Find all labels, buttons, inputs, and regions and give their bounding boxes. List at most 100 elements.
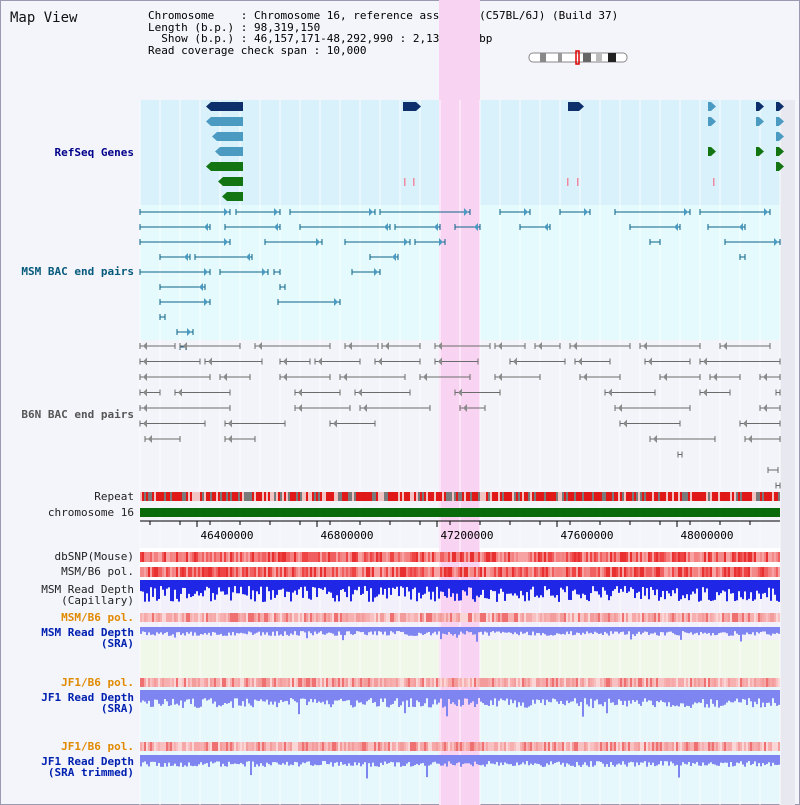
dbsnp-cell [164, 552, 166, 562]
msm-capillary-depth-bar [168, 580, 170, 588]
track-label-chromosome[interactable]: chromosome 16 [47, 506, 134, 519]
dbsnp-cell [192, 552, 194, 562]
msm-b6-pol-cell [302, 567, 304, 577]
jf1-b6-pol-cell [334, 678, 336, 687]
jf1-trimmed-depth-bar [634, 755, 636, 767]
repeat-segment [542, 492, 544, 501]
track-label-jf1-read-depth-sra-trimmed[interactable]: JF1 Read Depth (SRA trimmed) [41, 755, 134, 779]
jf1-trimmed-depth-bar [146, 755, 148, 765]
msm-b6-pol2-cell [688, 613, 690, 622]
repeat-segment [572, 492, 574, 501]
jf1-sra-depth-bar [600, 690, 602, 705]
msm-b6-pol2-cell [764, 613, 766, 622]
jf1-b6-pol2-cell [314, 742, 316, 751]
repeat-segment [388, 492, 390, 501]
track-label-refseq-genes[interactable]: RefSeq Genes [54, 146, 134, 159]
msm-capillary-depth-bar [436, 580, 438, 587]
msm-b6-pol2-cell [382, 613, 384, 622]
msm-capillary-depth-bar [546, 580, 548, 591]
track-label-dbsnp[interactable]: dbSNP(Mouse) [54, 550, 134, 563]
repeat-segment [202, 492, 204, 501]
jf1-b6-pol2-cell [186, 742, 188, 751]
jf1-sra-depth-bar [640, 690, 642, 706]
msm-b6-pol2-cell [770, 613, 772, 622]
track-label-msm-b6-pol-2[interactable]: MSM/B6 pol. [61, 611, 134, 624]
jf1-trimmed-depth-bar [350, 755, 352, 766]
jf1-trimmed-depth-bar [250, 755, 252, 776]
track-label-jf1-b6-pol-2[interactable]: JF1/B6 pol. [61, 740, 134, 753]
track-label-msm-bac-end-pairs[interactable]: MSM BAC end pairs [21, 265, 134, 278]
jf1-sra-depth-bar [606, 690, 608, 714]
track-label-repeat[interactable]: Repeat [94, 490, 134, 503]
repeat-segment [762, 492, 764, 501]
jf1-b6-pol2-cell [462, 742, 464, 751]
msm-sra-depth-bar [152, 627, 154, 635]
msm-sra-depth-bar [692, 627, 694, 635]
msm-b6-pol2-cell [630, 613, 632, 622]
jf1-b6-pol-cell [636, 678, 638, 687]
msm-b6-pol-cell [644, 567, 646, 577]
msm-b6-pol-cell [324, 567, 326, 577]
track-label-b6n-bac-end-pairs[interactable]: B6N BAC end pairs [21, 408, 134, 421]
refseq-gene [776, 147, 784, 156]
jf1-b6-pol2-cell [770, 742, 772, 751]
chromosome-ideogram[interactable] [528, 50, 630, 66]
msm-sra-depth-bar [726, 627, 728, 634]
dbsnp-cell [358, 552, 360, 562]
jf1-sra-depth-bar [236, 690, 238, 699]
jf1-b6-pol2-cell [346, 742, 348, 751]
track-label-jf1-read-depth-sra[interactable]: JF1 Read Depth (SRA) [41, 691, 134, 715]
msm-b6-pol2-cell [168, 613, 170, 622]
repeat-segment [742, 492, 744, 501]
track-label-msm-b6-pol-1[interactable]: MSM/B6 pol. [61, 565, 134, 578]
repeat-segment [362, 492, 364, 501]
msm-capillary-depth-bar [414, 580, 416, 588]
jf1-sra-depth-bar [422, 690, 424, 706]
dbsnp-cell [382, 552, 384, 562]
repeat-segment [706, 492, 708, 501]
msm-sra-depth-bar [164, 627, 166, 634]
track-label-msm-read-depth-capillary[interactable]: MSM Read Depth (Capillary) [41, 583, 134, 607]
msm-capillary-depth-bar [338, 580, 340, 602]
msm-b6-pol2-cell [598, 613, 600, 622]
msm-sra-depth-bar [638, 627, 640, 632]
jf1-trimmed-depth-bar [606, 755, 608, 765]
jf1-sra-depth-bar [264, 690, 266, 702]
track-label-msm-read-depth-sra[interactable]: MSM Read Depth (SRA) [41, 626, 134, 650]
msm-capillary-depth-bar [502, 580, 504, 592]
jf1-b6-pol-cell [484, 678, 486, 687]
jf1-trimmed-depth-bar [234, 755, 236, 764]
msm-sra-depth-bar [302, 627, 304, 632]
dbsnp-cell [658, 552, 660, 562]
jf1-trimmed-depth-bar [178, 755, 180, 767]
msm-sra-depth-bar [418, 627, 420, 633]
msm-b6-pol2-cell [658, 613, 660, 622]
msm-b6-pol2-cell [664, 613, 666, 622]
repeat-segment [626, 492, 628, 501]
track-label-jf1-b6-pol-1[interactable]: JF1/B6 pol. [61, 676, 134, 689]
msm-b6-pol-cell [160, 567, 162, 577]
msm-b6-pol2-cell [374, 613, 376, 622]
dbsnp-cell [744, 552, 746, 562]
msm-sra-depth-bar [696, 627, 698, 633]
jf1-b6-pol2-cell [232, 742, 234, 751]
repeat-segment [250, 492, 252, 501]
jf1-trimmed-depth-bar [592, 755, 594, 767]
jf1-sra-depth-bar [590, 690, 592, 699]
repeat-segment [152, 492, 154, 501]
dbsnp-cell [276, 552, 278, 562]
jf1-sra-depth-bar [458, 690, 460, 700]
jf1-b6-pol-cell [776, 678, 778, 687]
msm-sra-depth-bar [332, 627, 334, 634]
dbsnp-cell [528, 552, 530, 562]
msm-b6-pol-cell [264, 567, 266, 577]
jf1-b6-pol-cell [764, 678, 766, 687]
jf1-b6-pol2-cell [474, 742, 476, 751]
repeat-segment [496, 492, 498, 501]
msm-capillary-depth-bar [286, 580, 288, 592]
jf1-b6-pol-cell [754, 678, 756, 687]
dbsnp-cell [450, 552, 452, 562]
jf1-b6-pol-cell [158, 678, 160, 687]
msm-b6-pol2-cell [380, 613, 382, 622]
